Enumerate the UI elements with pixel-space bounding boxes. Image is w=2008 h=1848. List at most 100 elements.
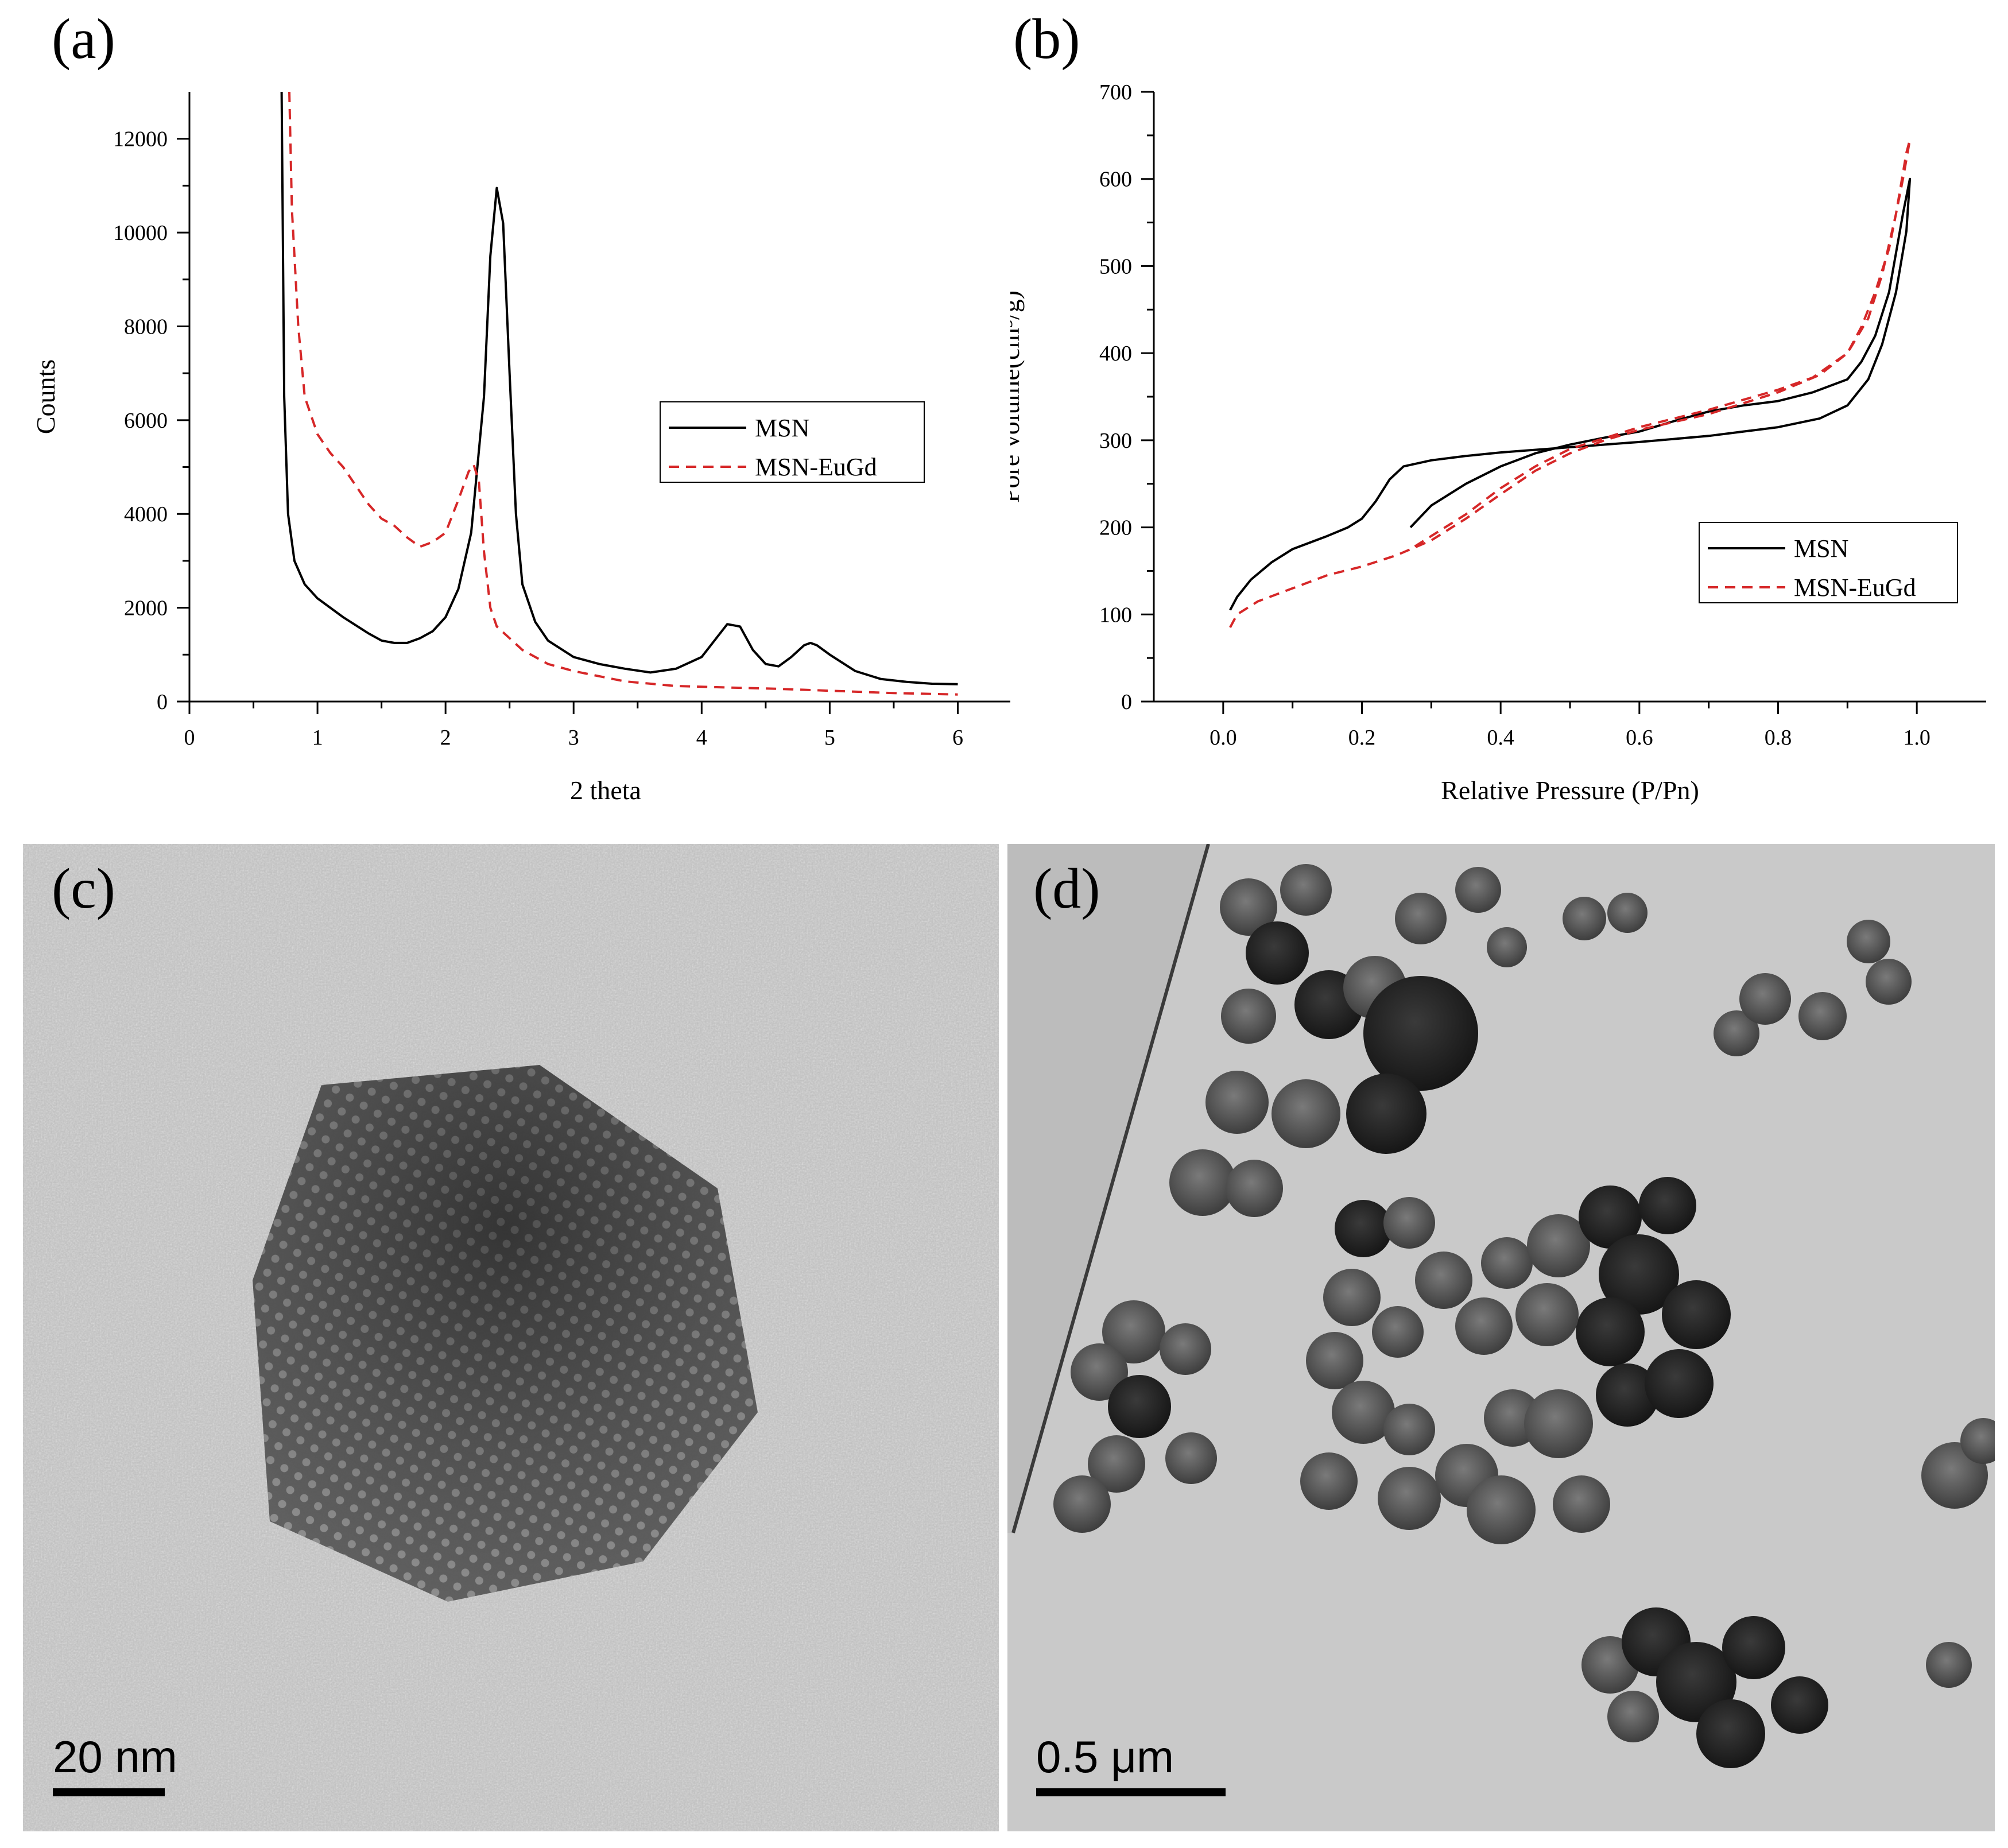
particle — [1798, 992, 1847, 1040]
y-tick-label: 4000 — [124, 502, 168, 526]
y-tick-label: 700 — [1099, 80, 1132, 104]
y-tick-label: 100 — [1099, 603, 1132, 627]
y-tick-label: 2000 — [124, 596, 168, 621]
particle — [1071, 1343, 1128, 1401]
panel-label-d: (d) — [1033, 857, 1100, 920]
particle — [1455, 867, 1501, 913]
particle — [1553, 1475, 1610, 1533]
particle — [1563, 897, 1606, 940]
y-tick-label: 8000 — [124, 315, 168, 339]
particle — [1246, 921, 1309, 985]
particle — [1599, 1234, 1679, 1315]
x-tick-label: 4 — [696, 726, 707, 750]
particle — [1226, 1160, 1283, 1217]
particle — [1205, 1071, 1269, 1134]
particle — [1346, 1074, 1426, 1154]
x-tick-label: 6 — [952, 726, 963, 750]
tem-image-d — [1007, 844, 1995, 1831]
x-axis-label: Relative Pressure (P/Pn) — [1441, 776, 1699, 805]
legend-label: MSN — [1794, 534, 1848, 563]
series-line-msn — [1229, 177, 1912, 611]
particle — [1645, 1349, 1714, 1418]
particle — [1088, 1435, 1145, 1493]
particle — [1272, 1079, 1340, 1148]
particle — [1524, 1389, 1593, 1458]
series-line-msn-eugd — [288, 92, 958, 696]
particle — [1169, 1149, 1236, 1216]
particle — [1467, 1475, 1536, 1544]
particle — [1926, 1642, 1972, 1688]
particle — [1160, 1323, 1211, 1375]
x-tick-label: 1.0 — [1903, 726, 1931, 750]
particle — [1395, 893, 1447, 944]
particle — [1607, 1691, 1659, 1742]
particle — [1714, 1010, 1759, 1056]
particle — [1221, 989, 1276, 1044]
particle — [1847, 920, 1890, 963]
legend-label: MSN-EuGd — [755, 453, 877, 481]
particle — [1515, 1283, 1579, 1346]
y-tick-label: 600 — [1099, 168, 1132, 192]
y-axis-label: Pore volume(cm³/g) — [1010, 290, 1025, 503]
particle — [1527, 1214, 1590, 1277]
particle — [1306, 1332, 1363, 1389]
particle — [1300, 1452, 1358, 1510]
particle — [1332, 1381, 1395, 1444]
legend — [660, 401, 925, 483]
particle — [1455, 1297, 1513, 1355]
y-tick-label: 12000 — [113, 127, 168, 152]
y-tick-label: 500 — [1099, 254, 1132, 278]
particle — [1576, 1297, 1645, 1366]
particle — [1335, 1200, 1392, 1257]
y-tick-label: 300 — [1099, 429, 1132, 453]
x-tick-label: 2 — [440, 726, 451, 750]
particle — [1960, 1418, 1995, 1464]
y-tick-label: 6000 — [124, 409, 168, 433]
x-tick-label: 0.6 — [1626, 726, 1653, 750]
particle — [1607, 893, 1648, 933]
chart-a: 0 1 2 3 4 5 6 0 2000 4000 6000 8000 10000 12000 2 thet… — [31, 92, 1010, 805]
tem-image-c — [23, 844, 999, 1831]
scalebar-label-c: 20 nm — [53, 1731, 177, 1782]
panel-label-a: (a) — [52, 7, 115, 71]
particle — [1383, 1404, 1435, 1455]
panel-label-b: (b) — [1013, 7, 1080, 71]
particle — [1739, 973, 1791, 1025]
y-tick-label: 200 — [1099, 516, 1132, 540]
x-tick-label: 5 — [824, 726, 835, 750]
y-tick-label: 10000 — [113, 221, 168, 245]
y-tick-label: 400 — [1099, 342, 1132, 366]
x-tick-label: 3 — [568, 726, 579, 750]
particle — [1053, 1475, 1111, 1533]
particle — [1722, 1616, 1785, 1679]
particle — [1487, 927, 1527, 967]
particle — [1220, 878, 1277, 936]
series-line-msn-eugd — [1229, 138, 1912, 628]
particle — [1662, 1280, 1731, 1349]
scalebar-label-d: 0.5 μm — [1036, 1731, 1174, 1782]
particle — [1415, 1252, 1472, 1309]
chart-b: 0.0 0.2 0.4 0.6 0.8 1.0 0 100 200 300 400 500 600 700… — [1010, 80, 1986, 805]
x-tick-label: 0.0 — [1210, 726, 1237, 750]
particle — [1108, 1375, 1171, 1438]
particle — [1363, 976, 1478, 1091]
particle — [1165, 1432, 1217, 1484]
x-tick-label: 0.8 — [1765, 726, 1792, 750]
y-tick-label: 0 — [157, 690, 168, 714]
particle — [1771, 1676, 1828, 1734]
particle — [1323, 1269, 1381, 1326]
x-axis-label: 2 theta — [570, 776, 641, 805]
particle — [1372, 1306, 1424, 1358]
panel-label-c: (c) — [52, 857, 115, 920]
x-tick-label: 0.2 — [1348, 726, 1376, 750]
y-tick-label: 0 — [1121, 690, 1132, 714]
x-tick-label: 0 — [184, 726, 195, 750]
series-line-msn — [280, 92, 958, 685]
y-axis-label: Counts — [31, 359, 60, 434]
legend-label: MSN-EuGd — [1794, 574, 1916, 602]
particle — [1102, 1300, 1165, 1363]
particle — [1596, 1363, 1659, 1427]
particle — [1378, 1467, 1441, 1530]
particle — [1383, 1197, 1435, 1249]
scalebar-c — [53, 1788, 165, 1796]
